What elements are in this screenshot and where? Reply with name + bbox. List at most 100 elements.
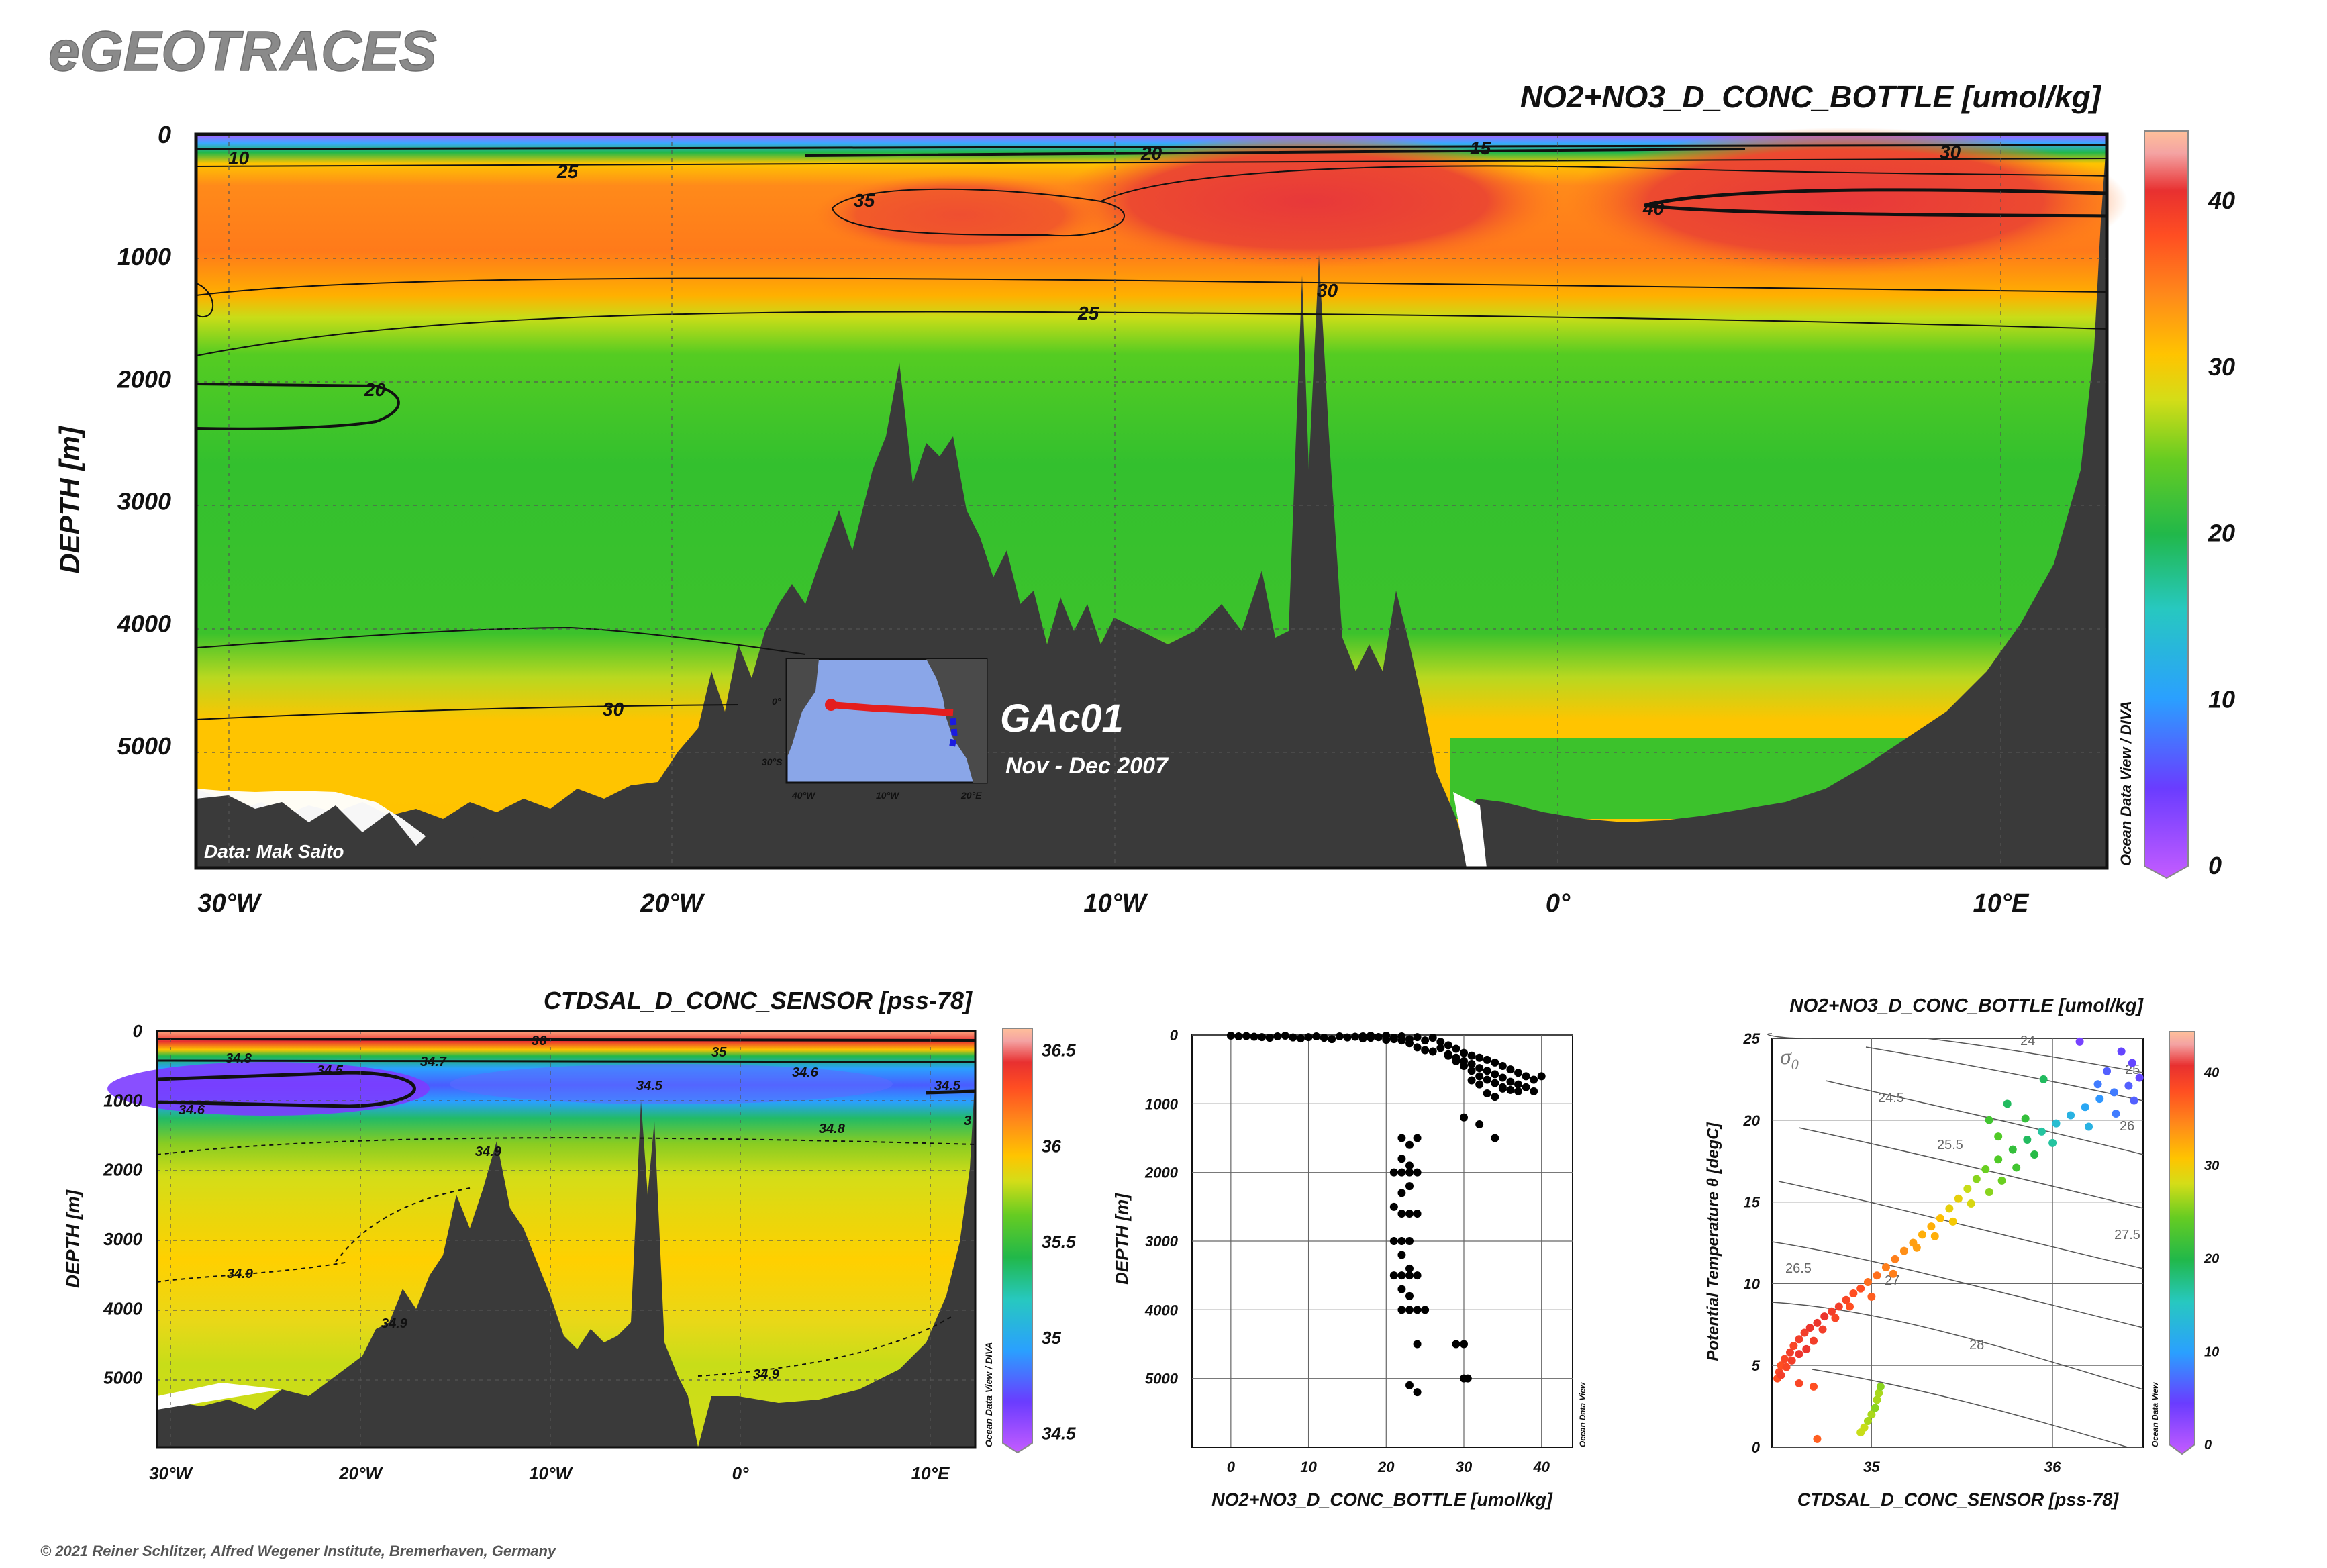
data-point bbox=[1389, 1271, 1398, 1280]
contour-40-lower bbox=[1644, 203, 2108, 218]
data-credit: Data: Mak Saito bbox=[204, 841, 344, 862]
x-tick-label: 0° bbox=[1546, 889, 1571, 918]
data-point bbox=[1789, 1341, 1798, 1350]
data-point bbox=[1498, 1084, 1507, 1093]
data-point bbox=[1397, 1285, 1406, 1293]
data-point bbox=[1413, 1210, 1422, 1218]
contour-label: 25 bbox=[1077, 303, 1099, 324]
data-point bbox=[1460, 1048, 1468, 1057]
data-point bbox=[1452, 1044, 1460, 1053]
main-seafloor bbox=[196, 134, 2107, 868]
contour-label: 30 bbox=[603, 699, 624, 720]
data-point bbox=[1514, 1087, 1522, 1095]
colorbar-tick-label: 0 bbox=[2208, 852, 2222, 879]
data-point bbox=[1389, 1237, 1398, 1245]
contour-label: 30 bbox=[1317, 280, 1338, 301]
data-point bbox=[1491, 1093, 1499, 1101]
contour-30-deep bbox=[195, 704, 739, 720]
data-point bbox=[1899, 1246, 1908, 1255]
data-point bbox=[1491, 1058, 1499, 1067]
x-tick-label: 20 bbox=[1377, 1459, 1395, 1475]
y-tick-label: 5000 bbox=[103, 1368, 142, 1388]
data-point bbox=[2023, 1136, 2032, 1144]
data-point bbox=[1405, 1271, 1414, 1280]
sal-contour-34.9-mid bbox=[335, 1187, 471, 1263]
data-point bbox=[1810, 1382, 1818, 1391]
data-point bbox=[1889, 1269, 1897, 1278]
data-point bbox=[2093, 1080, 2102, 1089]
contour-label: 34.5 bbox=[636, 1079, 663, 1093]
data-point bbox=[1863, 1417, 1872, 1426]
profile-y-tick-labels: 0 1000 2000 3000 4000 5000 bbox=[1144, 1027, 1179, 1387]
main-white-gap-east bbox=[1453, 792, 1487, 868]
x-tick-label: 30 bbox=[1456, 1459, 1473, 1475]
data-point bbox=[2048, 1138, 2057, 1147]
data-point bbox=[1397, 1189, 1406, 1197]
y-tick-label: 10 bbox=[1744, 1275, 1761, 1292]
data-point bbox=[2110, 1088, 2118, 1097]
data-point bbox=[1875, 1389, 1883, 1398]
data-point bbox=[1413, 1306, 1422, 1314]
main-grid bbox=[196, 134, 2107, 868]
data-point bbox=[1421, 1046, 1430, 1055]
colorbar-tick-label: 0 bbox=[2204, 1438, 2212, 1453]
data-point bbox=[1963, 1185, 1972, 1193]
data-point bbox=[1985, 1116, 1993, 1124]
data-point bbox=[1382, 1032, 1391, 1040]
data-point bbox=[1405, 1182, 1414, 1191]
data-point bbox=[1491, 1134, 1499, 1142]
data-point bbox=[1828, 1307, 1836, 1316]
data-point bbox=[1405, 1306, 1414, 1314]
data-point bbox=[1475, 1053, 1484, 1062]
main-x-tick-labels: 30°W 20°W 10°W 0° 10°E bbox=[197, 889, 2030, 918]
inset-lat-label: 0° bbox=[772, 696, 781, 707]
data-point bbox=[1444, 1051, 1452, 1060]
data-point bbox=[1463, 1374, 1472, 1383]
ts-x-axis-label: CTDSAL_D_CONC_SENSOR [pss-78] bbox=[1797, 1489, 2120, 1510]
data-point bbox=[1863, 1277, 1872, 1286]
data-point bbox=[1250, 1032, 1258, 1041]
main-y-tick-labels: 0 1000 2000 3000 4000 5000 bbox=[117, 121, 171, 760]
data-point bbox=[1397, 1237, 1406, 1245]
data-point bbox=[1802, 1344, 1811, 1353]
salinity-x-tick-labels: 30°W 20°W 10°W 0° 10°E bbox=[149, 1463, 950, 1483]
data-point bbox=[1967, 1199, 1975, 1208]
data-point bbox=[1421, 1036, 1430, 1045]
data-point bbox=[1405, 1264, 1414, 1273]
data-point bbox=[1475, 1064, 1484, 1073]
x-tick-label: 0° bbox=[732, 1463, 749, 1483]
data-point bbox=[1483, 1055, 1491, 1064]
inset-lat-label: 30°S bbox=[762, 756, 783, 767]
data-point bbox=[1522, 1072, 1530, 1081]
isopycnal-label: 28 bbox=[1969, 1338, 1984, 1353]
data-point bbox=[1467, 1051, 1476, 1060]
inset-track-start bbox=[825, 699, 837, 711]
data-point bbox=[1856, 1284, 1865, 1293]
data-point bbox=[1397, 1251, 1406, 1259]
data-point bbox=[1530, 1087, 1538, 1095]
data-point bbox=[2124, 1081, 2133, 1090]
x-tick-label: 20°W bbox=[640, 889, 705, 918]
data-point bbox=[1413, 1271, 1422, 1280]
salinity-contour-labels: 36 34.8 35 34.5 34.7 34.6 34.5 34.5 34.6… bbox=[179, 1034, 971, 1382]
data-point bbox=[1397, 1134, 1406, 1142]
data-point bbox=[2012, 1163, 2021, 1172]
contour-35-east bbox=[1100, 165, 2108, 202]
data-point bbox=[1785, 1348, 1794, 1357]
data-point bbox=[1436, 1044, 1445, 1052]
main-section-plot-area bbox=[194, 128, 2128, 870]
data-point bbox=[1483, 1067, 1491, 1075]
data-point bbox=[1514, 1069, 1522, 1077]
data-point bbox=[1312, 1032, 1321, 1041]
colorbar-tick-label: 36 bbox=[1042, 1136, 1061, 1156]
data-point bbox=[1997, 1176, 2006, 1185]
data-point bbox=[1413, 1134, 1422, 1142]
data-point bbox=[1265, 1034, 1274, 1042]
ts-isopycnal-labels: 24 24.5 25 25.5 26 26.5 27 27.5 28 bbox=[1785, 1034, 2140, 1353]
data-point bbox=[1498, 1062, 1507, 1071]
contour-label: 34.7 bbox=[420, 1055, 447, 1069]
data-point bbox=[1891, 1255, 1899, 1263]
ts-points bbox=[1773, 1037, 2144, 1443]
isopycnal-line bbox=[1825, 1080, 2144, 1155]
sal-contour-34.9-low bbox=[156, 1261, 350, 1283]
